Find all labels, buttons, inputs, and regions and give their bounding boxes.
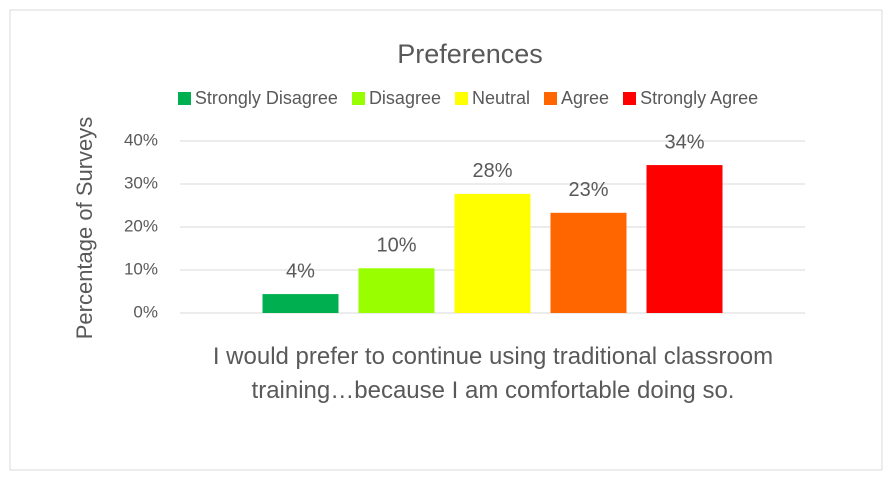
legend-swatch xyxy=(544,92,558,105)
bar xyxy=(262,294,339,313)
legend: Strongly Disagree Disagree Neutral Agree Str… xyxy=(0,88,896,109)
bar xyxy=(550,212,627,313)
chart-border xyxy=(9,9,883,471)
legend-label: Neutral xyxy=(471,88,531,108)
legend-label: Agree xyxy=(561,88,610,108)
y-axis-label: Percentage of Surveys xyxy=(72,117,97,340)
y-tick-label: 30% xyxy=(124,173,158,192)
legend-swatch xyxy=(177,92,191,105)
data-label: 28% xyxy=(472,160,512,182)
y-tick-label: 20% xyxy=(124,216,158,235)
data-label: 4% xyxy=(286,260,315,282)
legend-item: Neutral xyxy=(454,88,531,109)
legend-item: Strongly Disagree xyxy=(177,88,338,109)
data-label: 23% xyxy=(568,179,608,201)
legend-swatch xyxy=(454,92,468,105)
legend-swatch xyxy=(351,92,365,105)
x-category-label: I would prefer to continue using traditi… xyxy=(212,343,774,404)
legend-item: Strongly Agree xyxy=(623,88,758,109)
data-label: 10% xyxy=(376,235,416,257)
bar xyxy=(454,193,531,313)
bar xyxy=(358,268,435,313)
bar xyxy=(646,165,723,313)
legend-swatch xyxy=(623,92,637,105)
chart-title: Preferences xyxy=(397,39,543,69)
legend-label: Strongly Disagree xyxy=(194,88,338,108)
legend-label: Strongly Agree xyxy=(640,88,759,108)
legend-label: Disagree xyxy=(368,88,441,108)
y-tick-label: 0% xyxy=(133,302,158,321)
y-tick-label: 10% xyxy=(124,259,158,278)
legend-item: Agree xyxy=(544,88,609,109)
y-tick-label: 40% xyxy=(124,130,158,149)
data-label: 34% xyxy=(664,131,704,153)
legend-item: Disagree xyxy=(351,88,441,109)
